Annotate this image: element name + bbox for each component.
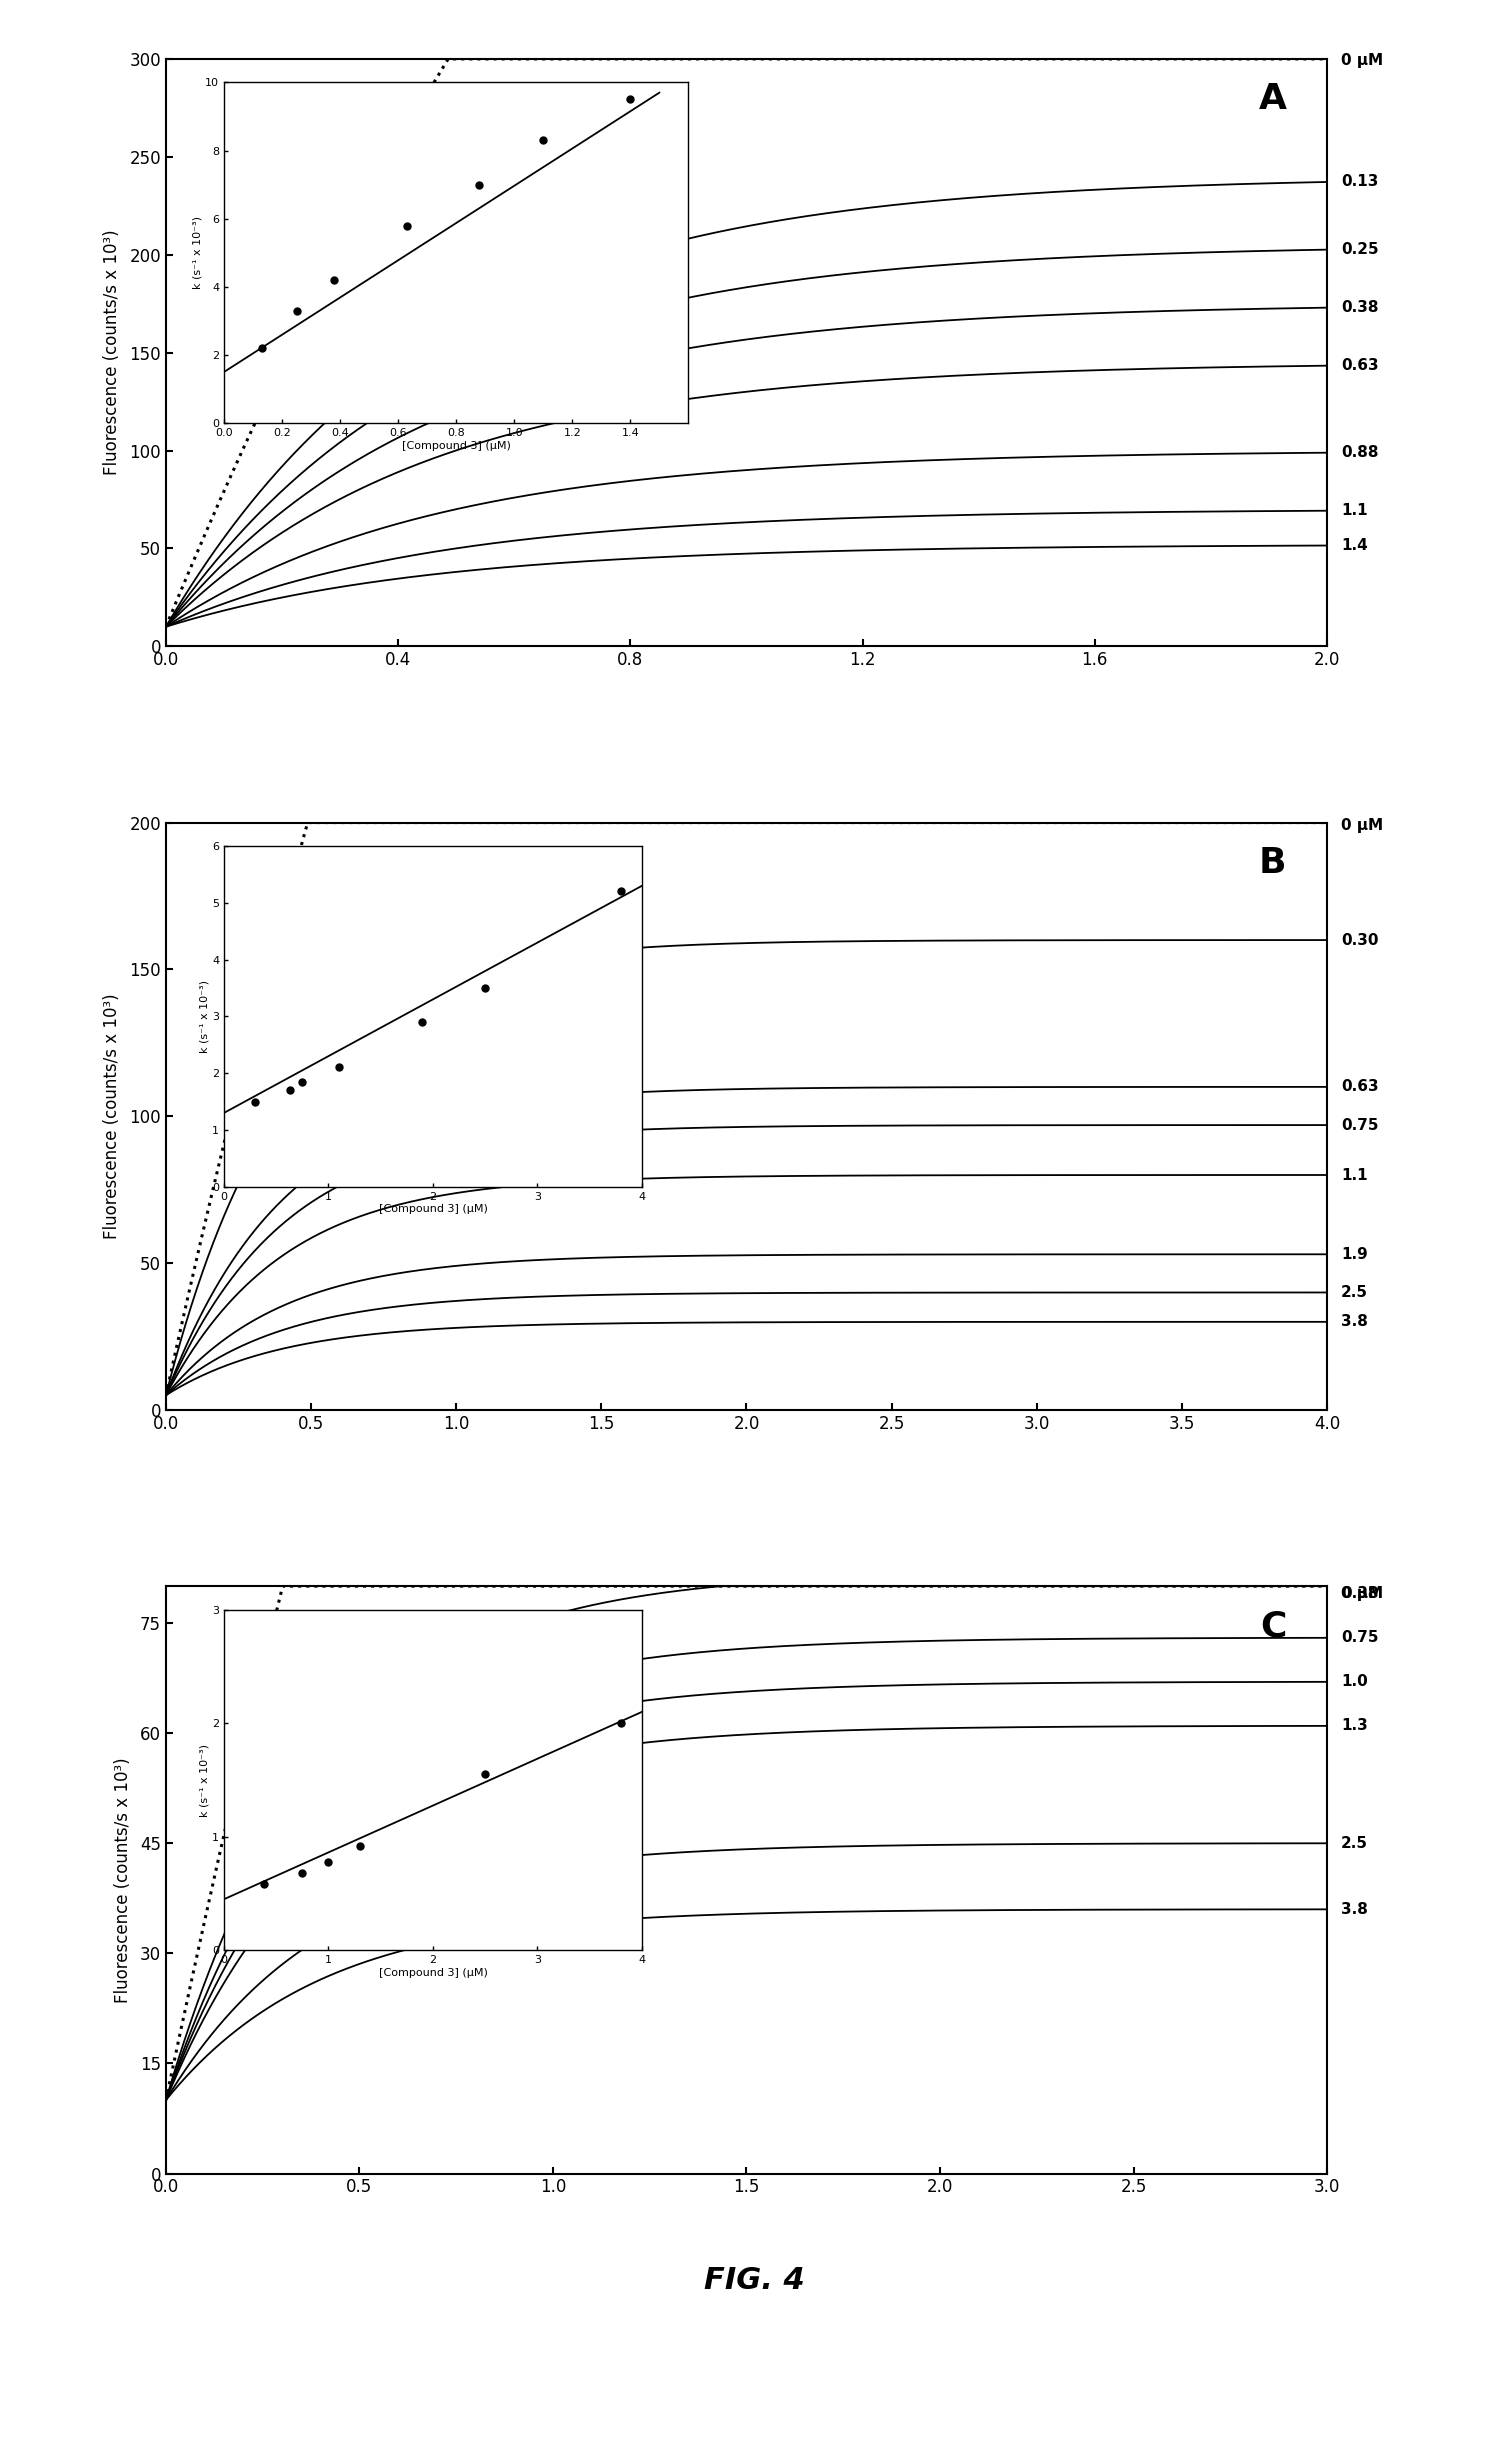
Text: 0.75: 0.75 [1341,1631,1378,1646]
Text: 2.5: 2.5 [1341,1284,1368,1299]
Y-axis label: Fluorescence (counts/s x 10³): Fluorescence (counts/s x 10³) [103,231,121,476]
Text: 0.30: 0.30 [1341,933,1378,948]
Text: 0.63: 0.63 [1341,1078,1378,1095]
Text: 0.38: 0.38 [1341,1587,1378,1601]
Text: 1.4: 1.4 [1341,538,1368,553]
Text: 1.0: 1.0 [1341,1675,1368,1690]
Text: 0.63: 0.63 [1341,359,1378,373]
Text: 0 μM: 0 μM [1341,1587,1383,1601]
Text: 2.5: 2.5 [1341,1835,1368,1852]
Text: FIG. 4: FIG. 4 [704,2267,804,2294]
Y-axis label: Fluorescence (counts/s x 10³): Fluorescence (counts/s x 10³) [113,1756,131,2002]
Text: 0 μM: 0 μM [1341,818,1383,833]
Text: 0.25: 0.25 [1341,243,1378,258]
Text: 0.38: 0.38 [1341,300,1378,314]
Text: 0 μM: 0 μM [1341,54,1383,69]
Text: 1.1: 1.1 [1341,1167,1368,1181]
Text: 1.1: 1.1 [1341,503,1368,518]
Text: 3.8: 3.8 [1341,1901,1368,1916]
Text: 1.3: 1.3 [1341,1719,1368,1734]
Text: B: B [1259,845,1286,879]
Text: 0.75: 0.75 [1341,1117,1378,1132]
Y-axis label: Fluorescence (counts/s x 10³): Fluorescence (counts/s x 10³) [103,992,121,1240]
Text: 3.8: 3.8 [1341,1314,1368,1329]
Text: 1.9: 1.9 [1341,1248,1368,1262]
Text: 0.13: 0.13 [1341,174,1378,189]
Text: C: C [1261,1609,1286,1643]
Text: 0.88: 0.88 [1341,445,1378,459]
Text: A: A [1258,84,1286,115]
